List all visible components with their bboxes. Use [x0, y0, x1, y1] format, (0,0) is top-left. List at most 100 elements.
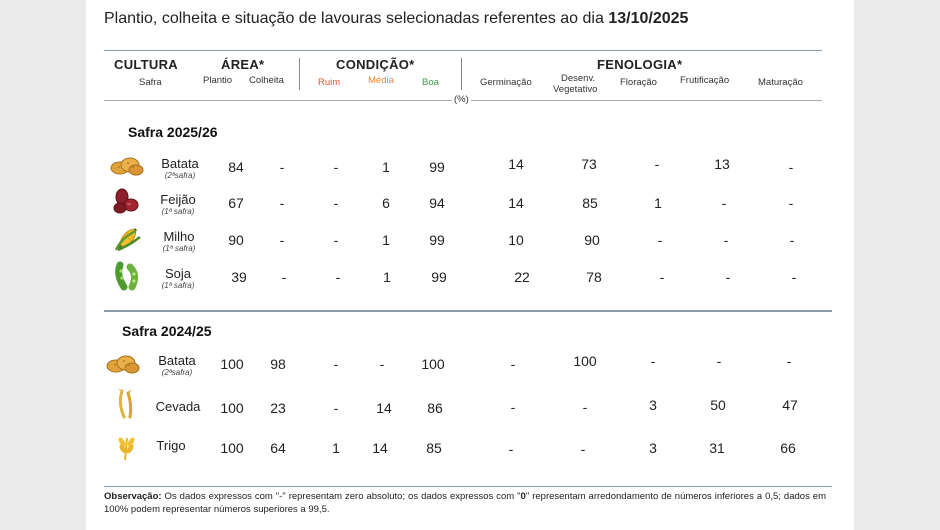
- footer-rule: [104, 486, 832, 487]
- cell-floracao: -: [654, 156, 660, 172]
- cell-ruim: -: [335, 269, 341, 285]
- observation-text-2: " representam arredondamento de números …: [104, 491, 827, 515]
- cell-ruim: -: [333, 232, 339, 248]
- cell-floracao: -: [650, 353, 656, 369]
- header-frutificacao: Frutificação: [680, 75, 730, 86]
- cell-maturacao: 47: [782, 397, 798, 413]
- cell-colheita: 98: [270, 356, 286, 372]
- header-media: Média: [368, 75, 394, 86]
- header-colheita: Colheita: [249, 75, 284, 86]
- cell-boa: 99: [429, 159, 445, 175]
- cell-plantio: 84: [228, 159, 244, 175]
- crop-name: Cevada: [155, 399, 201, 414]
- cell-ruim: 1: [332, 440, 340, 456]
- header-boa: Boa: [422, 77, 439, 88]
- cell-plantio: 67: [228, 195, 244, 211]
- corn-icon: [112, 223, 146, 253]
- cell-media: 1: [382, 232, 390, 248]
- header-maturacao: Maturação: [758, 77, 803, 88]
- cell-frutificacao: -: [725, 269, 731, 285]
- potato-icon: [106, 349, 140, 379]
- cell-colheita: 23: [270, 400, 286, 416]
- cell-floracao: 3: [649, 397, 657, 413]
- header-floracao: Floração: [620, 77, 657, 88]
- cell-desenv: -: [582, 399, 588, 415]
- cell-desenv: 78: [586, 269, 602, 285]
- cell-ruim: -: [333, 356, 339, 372]
- cell-ruim: -: [333, 400, 339, 416]
- crop-label: Trigo: [141, 439, 201, 453]
- cell-boa: 99: [431, 269, 447, 285]
- header-safra: Safra: [139, 77, 162, 88]
- cell-media: 1: [383, 269, 391, 285]
- cell-ruim: -: [333, 195, 339, 211]
- header-condicao: CONDIÇÃO*: [336, 57, 415, 72]
- cell-plantio: 90: [228, 232, 244, 248]
- header-germinacao: Germinação: [480, 77, 532, 88]
- crop-name: Trigo: [156, 438, 186, 453]
- header-fenologia: FENOLOGIA*: [597, 57, 683, 72]
- cell-maturacao: -: [788, 159, 794, 175]
- cell-frutificacao: -: [716, 353, 722, 369]
- crop-label: Batata (2ªsafra): [150, 156, 210, 181]
- crop-label: Cevada: [148, 400, 208, 414]
- report-page: Plantio, colheita e situação de lavouras…: [86, 0, 854, 530]
- section-title-2024-25: Safra 2024/25: [122, 323, 212, 339]
- cell-plantio: 100: [220, 356, 244, 372]
- crop-safra: (1ª safra): [161, 207, 195, 216]
- table-row: Trigo 100 64 1 14 85 - - 3 31 66: [86, 430, 854, 466]
- cell-boa: 85: [426, 440, 442, 456]
- cell-boa: 86: [427, 400, 443, 416]
- crop-name: Milho: [163, 229, 195, 244]
- page-title: Plantio, colheita e situação de lavouras…: [104, 10, 688, 28]
- table-row: Cevada 100 23 - 14 86 - - 3 50 47: [86, 388, 854, 425]
- cell-germinacao: 14: [508, 195, 524, 211]
- wheat-icon: [110, 432, 144, 462]
- cell-floracao: 1: [654, 195, 662, 211]
- cell-germinacao: 10: [508, 232, 524, 248]
- header-top-rule: [104, 50, 822, 51]
- cell-colheita: -: [279, 232, 285, 248]
- cell-germinacao: 14: [508, 156, 524, 172]
- cell-desenv: -: [580, 441, 586, 457]
- cell-maturacao: -: [788, 195, 794, 211]
- crop-label: Milho (1ª safra): [149, 229, 209, 254]
- observation-note: Observação: Os dados expressos com "-" r…: [104, 490, 826, 516]
- header-plantio: Plantio: [203, 75, 233, 86]
- cell-desenv: 73: [581, 156, 597, 172]
- header-cultura: CULTURA: [114, 57, 178, 72]
- crop-label: Batata (2ªsafra): [147, 353, 207, 378]
- table-row: Soja (1ª safra) 39 - - 1 99 22 78 - - -: [86, 259, 854, 295]
- crop-name: Batata: [161, 156, 199, 171]
- cell-desenv: 100: [573, 353, 597, 369]
- cell-plantio: 39: [231, 269, 247, 285]
- observation-label: Observação:: [104, 491, 162, 502]
- barley-icon: [110, 388, 144, 419]
- divider-area: [299, 58, 300, 90]
- soybean-icon: [112, 261, 146, 291]
- section-title-2025-26: Safra 2025/26: [128, 124, 218, 140]
- cell-maturacao: -: [789, 232, 795, 248]
- cell-boa: 99: [429, 232, 445, 248]
- cell-desenv: 90: [584, 232, 600, 248]
- cell-maturacao: 66: [780, 440, 796, 456]
- cell-colheita: -: [279, 195, 285, 211]
- cell-germinacao: 22: [514, 269, 530, 285]
- header-desenv-1: Desenv.: [561, 73, 596, 84]
- crop-safra: (1ª safra): [162, 244, 196, 253]
- cell-media: 1: [382, 159, 390, 175]
- title-text: Plantio, colheita e situação de lavouras…: [104, 10, 604, 27]
- table-row: Batata (2ªsafra) 100 98 - - 100 - 100 - …: [86, 346, 854, 382]
- cell-colheita: -: [281, 269, 287, 285]
- crop-safra: (1ª safra): [161, 281, 195, 290]
- crop-name: Batata: [158, 353, 196, 368]
- cell-media: -: [379, 356, 385, 372]
- cell-media: 14: [372, 440, 388, 456]
- cell-media: 6: [382, 195, 390, 211]
- divider-condicao: [461, 58, 462, 90]
- crop-label: Feijão (1ª safra): [148, 193, 208, 217]
- cell-media: 14: [376, 400, 392, 416]
- table-row: Feijão (1ª safra) 67 - - 6 94 14 85 1 - …: [86, 185, 854, 221]
- header-area: ÁREA*: [221, 57, 265, 72]
- cell-frutificacao: 31: [709, 440, 725, 456]
